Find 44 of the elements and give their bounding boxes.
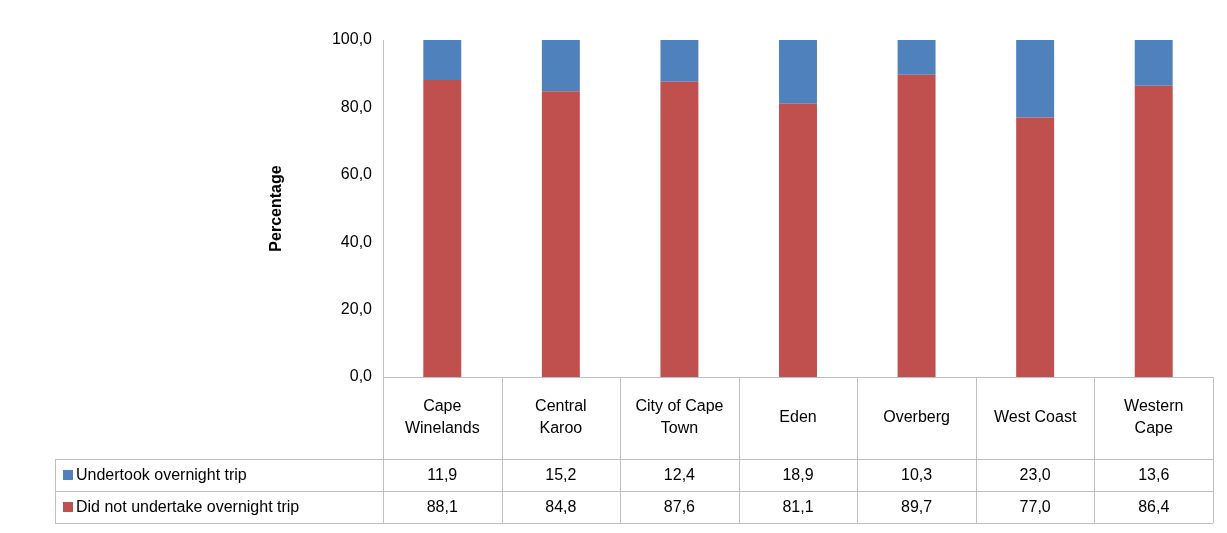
x-tick-label: Eden bbox=[779, 408, 817, 426]
y-tick-label: 60,0 bbox=[340, 165, 373, 183]
y-tick-label: 80,0 bbox=[340, 97, 373, 115]
bar bbox=[423, 40, 462, 81]
x-tick-label: Overberg bbox=[883, 408, 950, 426]
y-tick-label: 20,0 bbox=[340, 300, 373, 318]
data-label: 81,1 bbox=[782, 498, 814, 516]
data-label: 12,4 bbox=[663, 466, 696, 484]
x-tick-label: Cape Winelands bbox=[404, 397, 480, 437]
data-label: 88,1 bbox=[426, 498, 458, 516]
bar bbox=[541, 40, 580, 92]
bar bbox=[1016, 40, 1055, 118]
bar bbox=[897, 40, 936, 75]
x-tick-label: Central Karoo bbox=[535, 397, 587, 437]
bar bbox=[1134, 85, 1173, 377]
legend-label: Undertook overnight trip bbox=[76, 466, 247, 484]
data-label: 86,4 bbox=[1138, 498, 1170, 516]
data-label: 13,6 bbox=[1138, 466, 1170, 484]
data-label: 89,7 bbox=[901, 498, 933, 516]
data-label: 87,6 bbox=[663, 498, 696, 516]
data-label: 11,9 bbox=[427, 466, 458, 484]
bar bbox=[897, 74, 936, 377]
bar bbox=[1134, 40, 1173, 86]
x-tick-label: West Coast bbox=[993, 408, 1077, 426]
bar bbox=[423, 80, 462, 377]
data-label: 15,2 bbox=[545, 466, 577, 484]
y-tick-label: 40,0 bbox=[340, 232, 373, 250]
x-tick-label: Western Cape bbox=[1124, 397, 1184, 437]
data-label: 84,8 bbox=[545, 498, 577, 516]
data-label: 18,9 bbox=[782, 466, 814, 484]
bar bbox=[1016, 117, 1055, 377]
legend-label: Did not undertake overnight trip bbox=[76, 498, 300, 516]
bar bbox=[779, 103, 817, 377]
y-tick-label: 0,0 bbox=[349, 367, 373, 385]
bar bbox=[660, 81, 699, 377]
y-tick-label: 100,0 bbox=[331, 30, 373, 48]
data-label: 23,0 bbox=[1019, 466, 1051, 484]
data-label: 10,3 bbox=[901, 466, 933, 484]
bar bbox=[779, 40, 817, 104]
bar bbox=[541, 91, 580, 377]
y-axis-title: Percentage bbox=[267, 165, 285, 252]
bar bbox=[660, 40, 699, 82]
data-label: 77,0 bbox=[1019, 498, 1051, 516]
x-tick-label: City of Cape Town bbox=[635, 397, 724, 437]
